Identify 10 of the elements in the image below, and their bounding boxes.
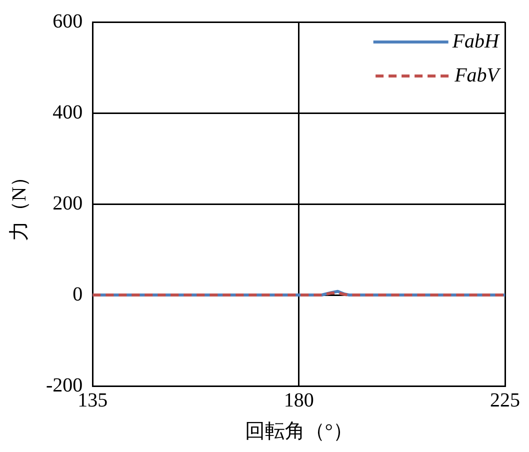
y-tick-label: 600 bbox=[52, 10, 83, 32]
y-tick-label: 400 bbox=[52, 101, 83, 124]
x-axis-title: 回転角（°） bbox=[244, 420, 353, 442]
legend-label: FabH bbox=[451, 30, 501, 52]
legend-label: FabV bbox=[454, 64, 502, 86]
x-tick-label: 180 bbox=[284, 389, 314, 412]
y-axis-title: 力（N） bbox=[8, 166, 30, 242]
y-tick-label: 200 bbox=[52, 192, 83, 214]
x-tick-label: 225 bbox=[490, 389, 520, 412]
y-tick-label: 0 bbox=[72, 283, 83, 306]
